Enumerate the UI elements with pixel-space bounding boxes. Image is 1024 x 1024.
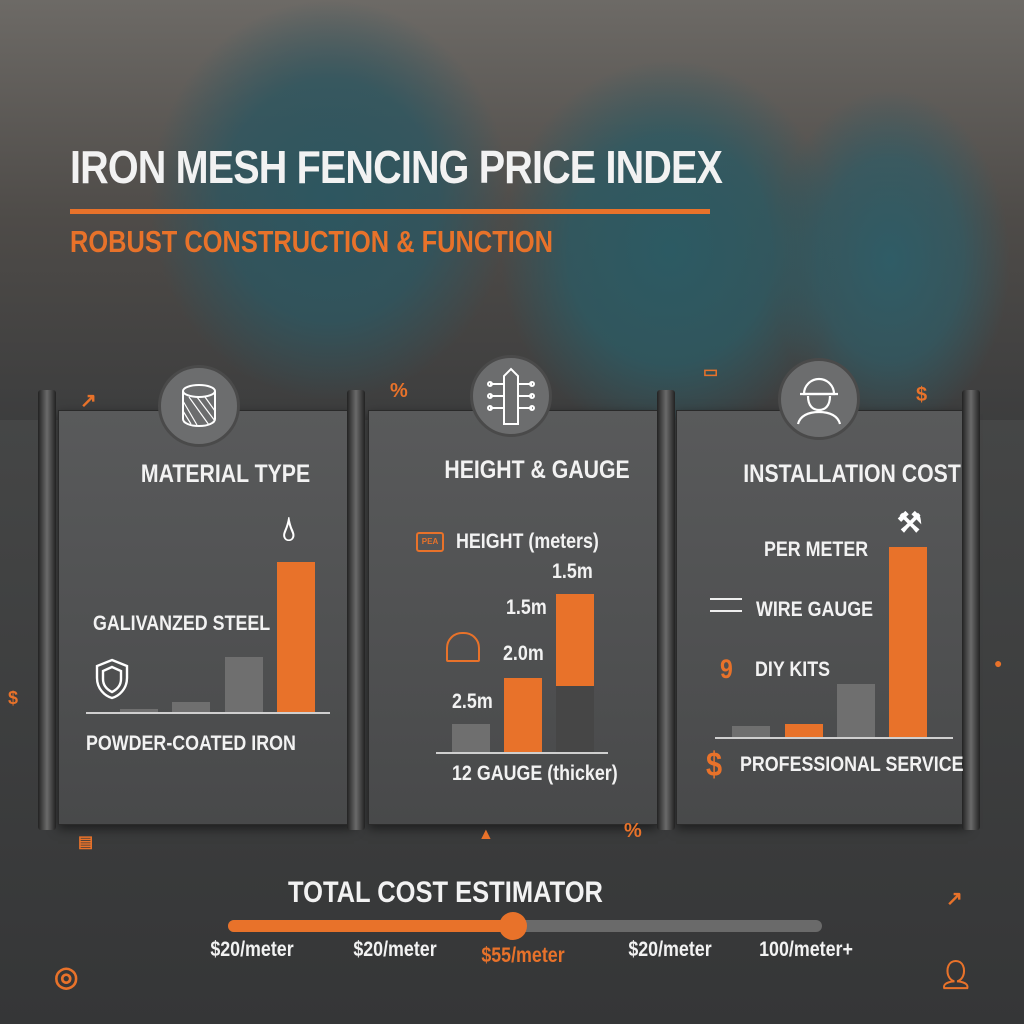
slider-tick-label: 100/meter+ (759, 938, 853, 961)
chart-bar (225, 656, 263, 712)
mesh-coin-icon: ◎ (54, 961, 79, 992)
chart-baseline (86, 712, 330, 714)
mesh-roll-icon (158, 365, 240, 447)
dollar-icon: $ (706, 746, 723, 784)
arrow-up-icon: ▲ (478, 826, 494, 843)
dollar-deco-icon: $ (916, 384, 928, 406)
coin-icon: ● (994, 655, 1003, 671)
water-drop-icon: 💧︎ (282, 510, 296, 548)
wire-gauge-icon (710, 598, 742, 612)
label-gauge: 12 GAUGE (thicker) (452, 762, 618, 785)
slider-handle[interactable] (499, 912, 528, 940)
worker-helmet-icon (778, 358, 860, 440)
person-icon: 👤︎ (938, 959, 974, 990)
chart-bar (785, 723, 823, 737)
dollar-deco-icon: $ (8, 688, 19, 708)
chart-bar (452, 723, 490, 752)
shield-icon (92, 657, 132, 706)
cost-slider[interactable] (228, 912, 822, 940)
chart-bar (556, 685, 594, 752)
slider-tick-label: $20/meter (628, 938, 712, 961)
slider-tick-label: $20/meter (210, 938, 294, 961)
label-diy-kits: DIY KITS (755, 658, 831, 681)
fence-post (657, 390, 675, 830)
growth-chart-icon: ↗ (946, 888, 963, 910)
clipboard-icon: ▤ (78, 834, 94, 851)
fence-post (962, 390, 980, 830)
bar-label: 1.5m (552, 560, 593, 583)
tools-icon: ⚒ (897, 507, 923, 538)
label-per-meter: PER METER (764, 538, 869, 561)
chart-bar (837, 683, 875, 737)
tape-measure-icon (446, 632, 480, 662)
chart-bar (277, 562, 315, 712)
chart-bar (504, 677, 542, 752)
bar-label: 2.0m (503, 642, 544, 665)
estimator-title: TOTAL COST ESTIMATOR (288, 876, 603, 909)
fence-post-icon (470, 355, 552, 437)
diy-number: 9 (720, 654, 733, 684)
chart-baseline (715, 737, 953, 739)
slider-tick-label-active: $55/meter (481, 944, 565, 967)
panel-title: HEIGHT & GAUGE (444, 456, 630, 484)
label-wire-gauge: WIRE GAUGE (756, 598, 874, 621)
battery-tag-icon: PEA (416, 532, 444, 552)
chart-bar (172, 701, 210, 712)
label-professional-service: PROFESSIONAL SERVICE (740, 753, 964, 776)
chart-bar (556, 594, 594, 686)
fence-post (38, 390, 56, 830)
growth-chart-icon: ↗ (80, 390, 97, 412)
label-galvanized-steel: GALIVANZED STEEL (93, 612, 271, 635)
chart-bar (120, 709, 158, 712)
fence-post (347, 390, 365, 830)
chart-baseline (436, 752, 608, 754)
bar-label: 1.5m (506, 596, 547, 619)
panel-title: INSTALLATION COST (743, 460, 961, 488)
label-powder-coated-iron: POWDER-COATED IRON (86, 732, 296, 755)
battery-icon: ▭ (703, 364, 719, 381)
percent-icon: % (624, 820, 642, 842)
chart-bar (732, 725, 770, 737)
slider-tick-label: $20/meter (353, 938, 437, 961)
chart-bar (889, 547, 927, 737)
title-divider (70, 209, 710, 214)
slider-fill (228, 920, 514, 932)
panel-title: MATERIAL TYPE (140, 460, 311, 488)
page-title: IRON MESH FENCING PRICE INDEX (70, 141, 723, 193)
percent-icon: % (390, 380, 408, 402)
bar-label: 2.5m (452, 690, 493, 713)
page-subtitle: ROBUST CONSTRUCTION & FUNCTION (70, 224, 553, 259)
legend-height: HEIGHT (meters) (456, 530, 599, 553)
